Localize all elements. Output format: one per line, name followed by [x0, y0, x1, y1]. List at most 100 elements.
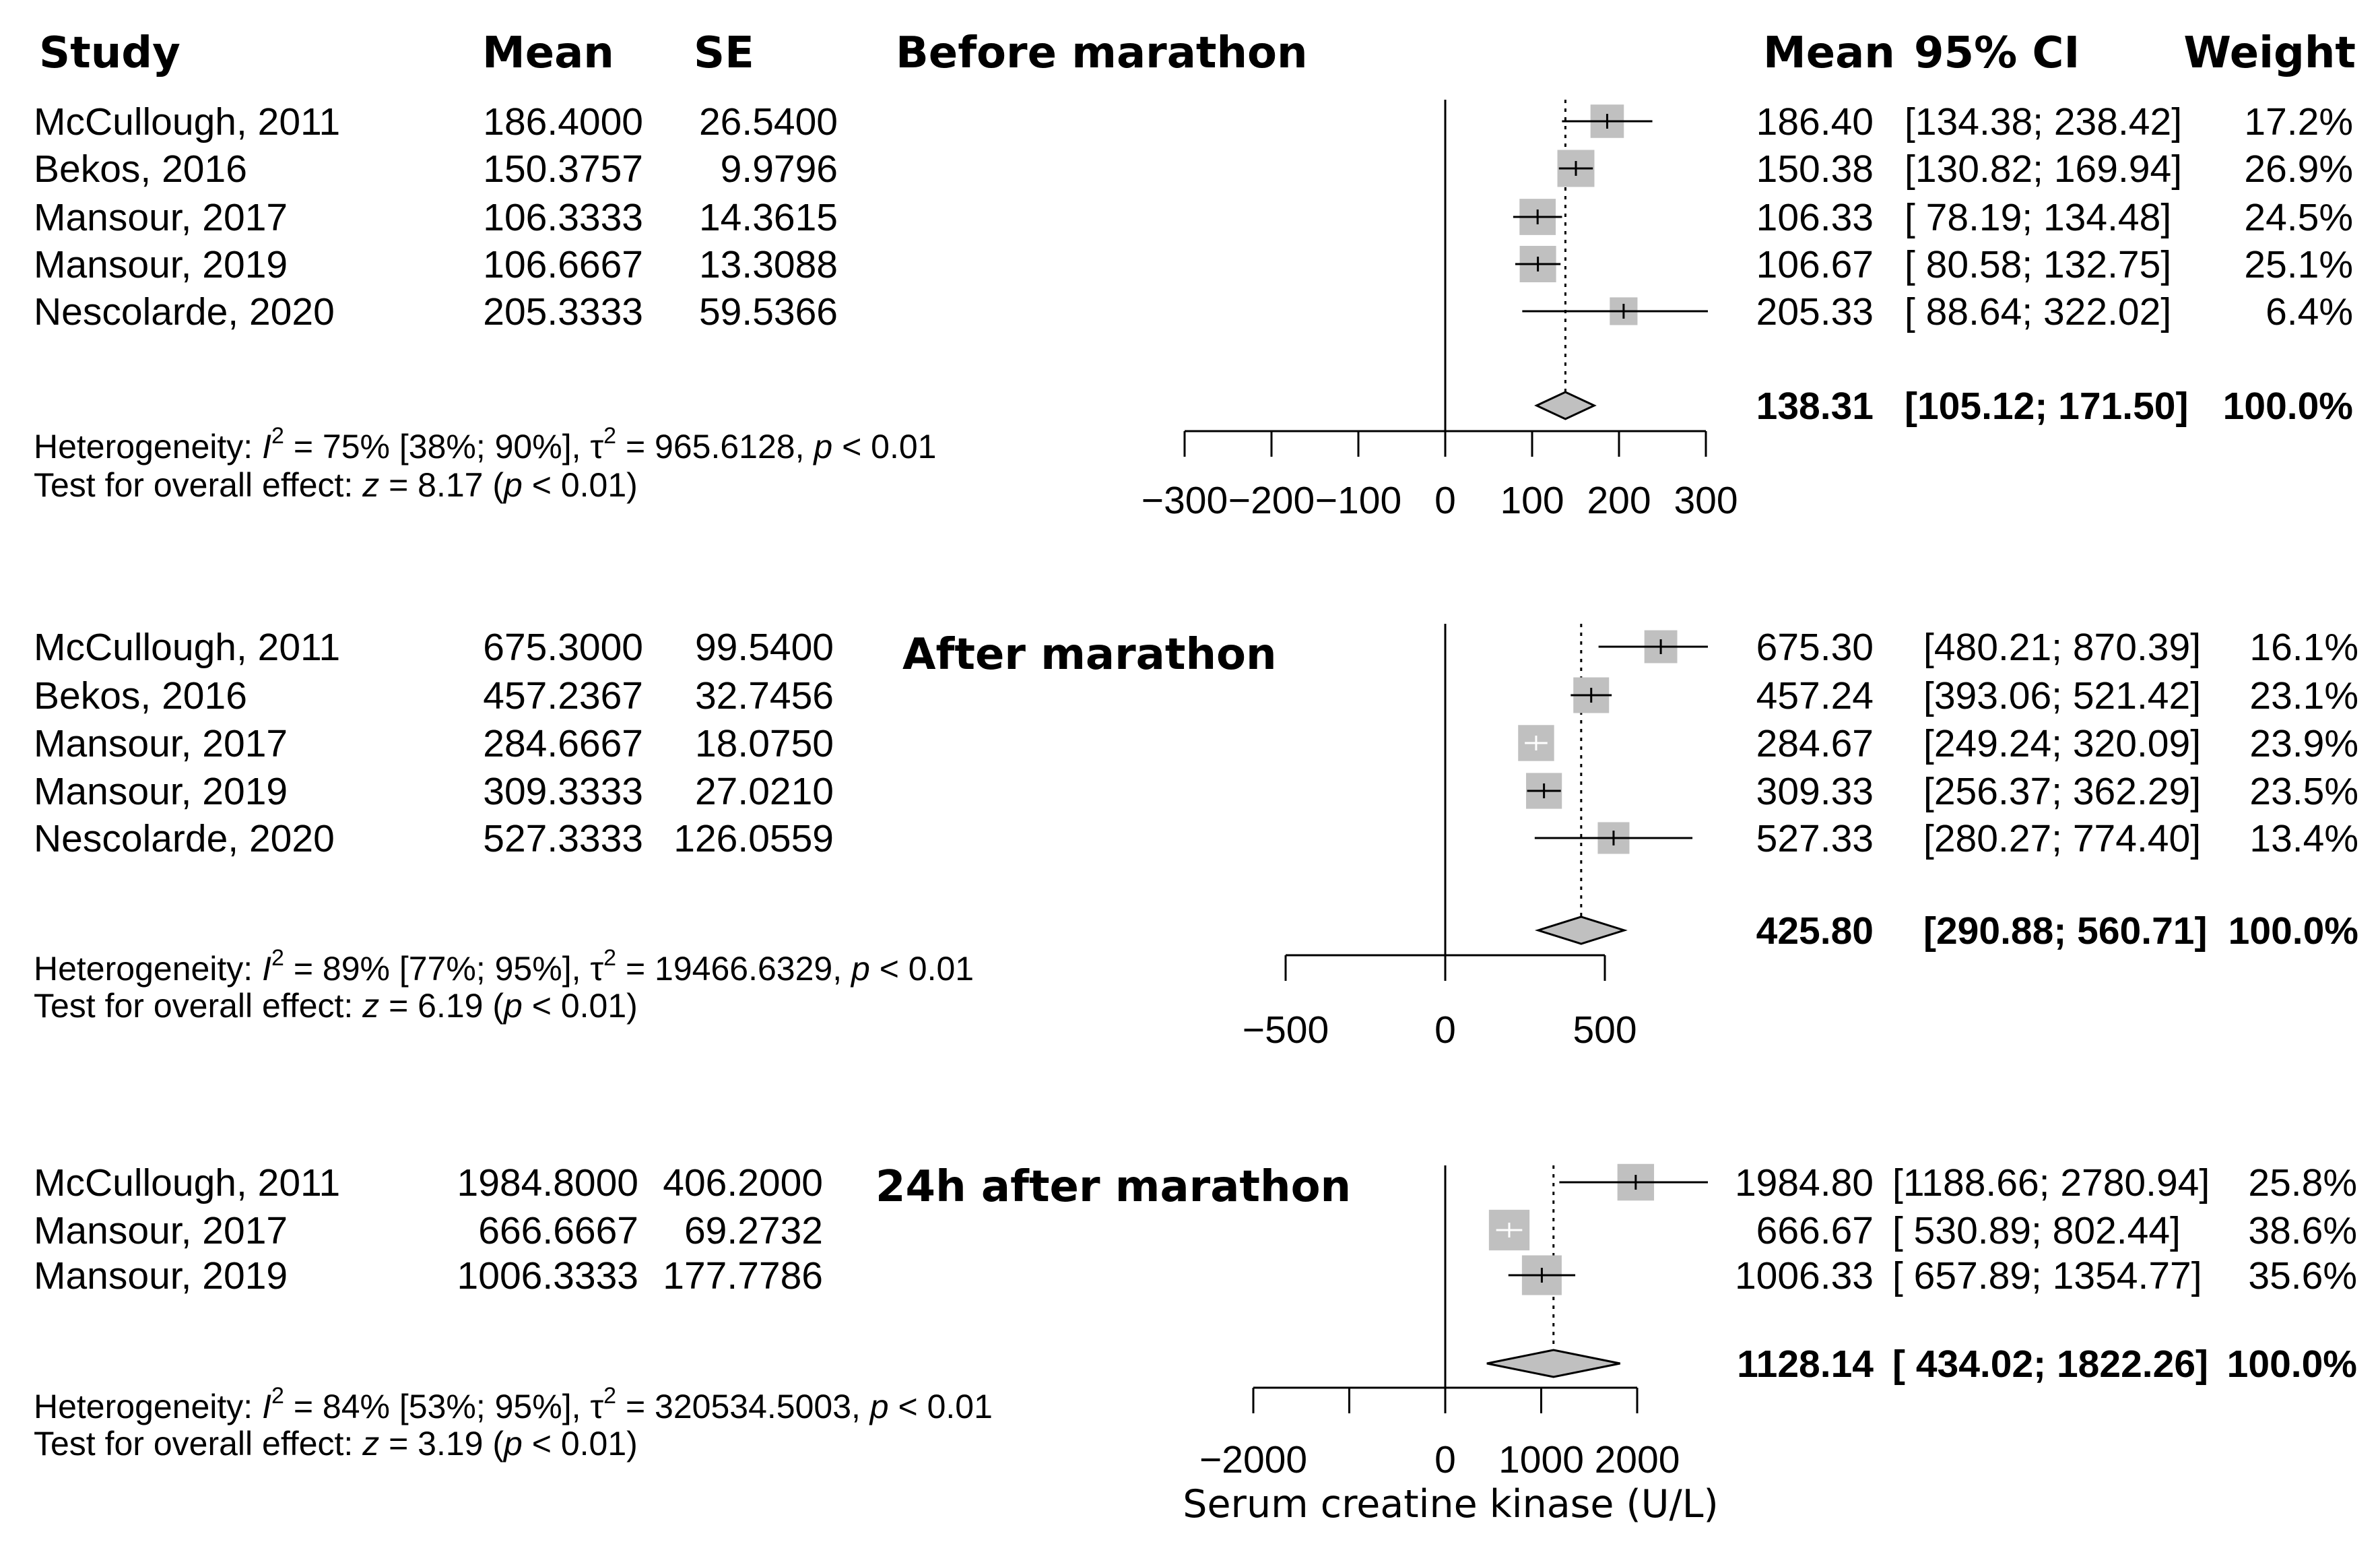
study-weight: 23.9% — [2249, 722, 2358, 765]
pooled-weight: 100.0% — [2228, 909, 2358, 953]
study-mean: 284.6667 — [483, 722, 643, 765]
study-weight: 23.5% — [2249, 770, 2358, 813]
x-tick-label: 100 — [1500, 479, 1564, 522]
study-name: Mansour, 2017 — [34, 1209, 288, 1252]
forest-panel-2: −500 0 500 McCullough, 2011 675.3000 99.5400 6… — [34, 624, 2358, 1052]
pooled-diamond — [1486, 1349, 1620, 1378]
forest-panels: −300 −200 −100 0 100 200 300 McCullough, 2011 18… — [34, 100, 2358, 1481]
x-tick-label: 300 — [1674, 479, 1738, 522]
x-tick-label: 0 — [1434, 1438, 1456, 1481]
heterogeneity-text: Heterogeneity: I2 = 84% [53%; 95%], τ2 =… — [34, 1383, 993, 1425]
heterogeneity-text: Heterogeneity: I2 = 89% [77%; 95%], τ2 =… — [34, 945, 974, 988]
study-ci: [ 88.64; 322.02] — [1905, 290, 2171, 333]
header-study: Study — [39, 28, 180, 78]
pooled-ci: [ 434.02; 1822.26] — [1892, 1343, 2208, 1386]
study-name: Mansour, 2017 — [34, 722, 288, 765]
forest-panel-3: −2000 0 1000 2000 McCullough, 2011 1984.8000 4… — [34, 1161, 2357, 1481]
pooled-estimate: 425.80 — [1756, 909, 1874, 953]
study-se: 13.3088 — [699, 243, 838, 286]
study-ci: [ 78.19; 134.48] — [1905, 196, 2171, 239]
study-se: 59.5366 — [699, 290, 838, 333]
study-se: 9.9796 — [721, 148, 838, 191]
x-tick-label: 0 — [1434, 479, 1456, 522]
study-weight: 26.9% — [2244, 148, 2353, 191]
pooled-diamond — [1534, 915, 1628, 945]
x-tick-label: 0 — [1434, 1008, 1456, 1052]
study-weight: 17.2% — [2244, 100, 2353, 143]
study-mean: 106.3333 — [483, 196, 643, 239]
study-ci: [ 657.89; 1354.77] — [1892, 1254, 2202, 1297]
study-name: McCullough, 2011 — [34, 1161, 340, 1204]
pooled-ci: [290.88; 560.71] — [1923, 909, 2207, 953]
x-tick-label: −2000 — [1199, 1438, 1307, 1481]
study-mean: 527.3333 — [483, 817, 643, 860]
study-name: Bekos, 2016 — [34, 674, 247, 717]
study-se: 99.5400 — [695, 626, 834, 669]
study-se: 32.7456 — [695, 674, 834, 717]
study-mean: 1006.3333 — [457, 1254, 638, 1297]
study-mean: 1984.8000 — [457, 1161, 638, 1204]
x-tick-label: −500 — [1243, 1008, 1329, 1052]
study-ci: [480.21; 870.39] — [1923, 626, 2201, 669]
study-name: Mansour, 2017 — [34, 196, 288, 239]
study-se: 27.0210 — [695, 770, 834, 813]
study-ci: [1188.66; 2780.94] — [1892, 1161, 2210, 1204]
pooled-ci: [105.12; 171.50] — [1905, 385, 2188, 428]
study-name: Nescolarde, 2020 — [34, 817, 335, 860]
header-mean-right: Mean — [1763, 28, 1895, 78]
study-estimate: 527.33 — [1756, 817, 1874, 860]
pooled-estimate: 138.31 — [1756, 385, 1874, 428]
pooled-weight: 100.0% — [2223, 385, 2353, 428]
x-tick-label: 500 — [1573, 1008, 1637, 1052]
study-name: Mansour, 2019 — [34, 1254, 288, 1297]
header-weight: Weight — [2183, 28, 2356, 78]
study-mean: 666.6667 — [478, 1209, 638, 1252]
study-se: 26.5400 — [699, 100, 838, 143]
study-estimate: 106.33 — [1756, 196, 1874, 239]
x-tick-label: 1000 — [1498, 1438, 1584, 1481]
study-estimate: 1984.80 — [1735, 1161, 1874, 1204]
study-weight: 6.4% — [2266, 290, 2353, 333]
study-ci: [393.06; 521.42] — [1923, 674, 2201, 717]
study-weight: 24.5% — [2244, 196, 2353, 239]
study-mean: 150.3757 — [483, 148, 643, 191]
pooled-diamond — [1534, 391, 1597, 420]
study-ci: [ 530.89; 802.44] — [1892, 1209, 2181, 1252]
x-axis-label: Serum creatine kinase (U/L) — [1183, 1482, 1718, 1526]
header-ci: 95% CI — [1914, 28, 2080, 78]
pooled-estimate: 1128.14 — [1737, 1343, 1874, 1386]
x-tick-label: −100 — [1315, 479, 1401, 522]
x-tick-label: 200 — [1587, 479, 1651, 522]
study-se: 18.0750 — [695, 722, 834, 765]
panel-title-before: Before marathon — [896, 28, 1308, 78]
study-se: 406.2000 — [663, 1161, 823, 1204]
panel-title-after: After marathon — [902, 630, 1277, 680]
study-estimate: 1006.33 — [1735, 1254, 1874, 1297]
forest-panel-1: −300 −200 −100 0 100 200 300 McCullough, 2011 18… — [34, 100, 2353, 522]
study-estimate: 106.67 — [1756, 243, 1874, 286]
study-estimate: 309.33 — [1756, 770, 1874, 813]
study-ci: [256.37; 362.29] — [1923, 770, 2201, 813]
study-estimate: 186.40 — [1756, 100, 1874, 143]
study-ci: [130.82; 169.94] — [1905, 148, 2182, 191]
study-ci: [249.24; 320.09] — [1923, 722, 2201, 765]
study-weight: 16.1% — [2249, 626, 2358, 669]
study-weight: 13.4% — [2249, 817, 2358, 860]
study-se: 177.7786 — [663, 1254, 823, 1297]
study-estimate: 284.67 — [1756, 722, 1874, 765]
header-se: SE — [694, 28, 754, 78]
study-name: Nescolarde, 2020 — [34, 290, 335, 333]
study-weight: 23.1% — [2249, 674, 2358, 717]
study-weight: 38.6% — [2248, 1209, 2357, 1252]
study-name: McCullough, 2011 — [34, 100, 340, 143]
study-ci: [280.27; 774.40] — [1923, 817, 2201, 860]
study-mean: 186.4000 — [483, 100, 643, 143]
study-ci: [ 80.58; 132.75] — [1905, 243, 2171, 286]
x-tick-label: −300 — [1142, 479, 1228, 522]
study-estimate: 457.24 — [1756, 674, 1874, 717]
study-se: 14.3615 — [699, 196, 838, 239]
heterogeneity-text: Heterogeneity: I2 = 75% [38%; 90%], τ2 =… — [34, 423, 936, 465]
x-tick-label: −200 — [1228, 479, 1315, 522]
study-mean: 675.3000 — [483, 626, 643, 669]
